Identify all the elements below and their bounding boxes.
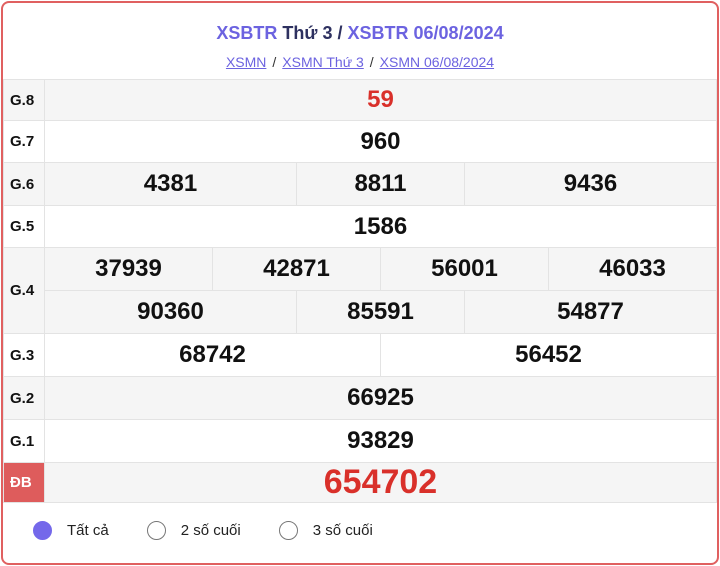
breadcrumb-xsmn-day[interactable]: XSMN Thứ 3 [282, 54, 364, 70]
prize-label: G.4 [3, 247, 45, 334]
prize-label: G.7 [3, 120, 45, 163]
prize-label: G.1 [3, 419, 45, 463]
prize-label: G.5 [3, 205, 45, 248]
prize-label: G.3 [3, 333, 45, 377]
radio-icon[interactable] [278, 521, 298, 540]
option-label: Tất cả [67, 522, 109, 539]
prize-value: 42871 [212, 247, 381, 291]
breadcrumb-xsmn[interactable]: XSMN [225, 54, 267, 70]
prize-label: G.6 [3, 162, 45, 206]
breadcrumb-xsmn-date[interactable]: XSMN 06/08/2024 [379, 54, 495, 70]
title-day: Thứ 3 [282, 23, 333, 43]
prize-row-g1: G.1 93829 [3, 419, 717, 463]
display-options: Tất cả 2 số cuối 3 số cuối [33, 521, 411, 540]
prize-value: 37939 [44, 247, 213, 291]
option-label: 2 số cuối [180, 522, 241, 539]
prize-row-g4: G.4 37939 42871 56001 46033 [3, 247, 717, 334]
results-table: G.8 59 G.7 960 G.6 4381 8811 9436 G.5 1586 G.4… [3, 79, 717, 503]
option-all[interactable]: Tất cả [33, 521, 109, 540]
prize-value: 4381 [44, 162, 297, 206]
prize-label: G.8 [3, 79, 45, 121]
prize-row-g6: G.6 4381 8811 9436 [3, 162, 717, 206]
prize-label: ĐB [3, 462, 45, 503]
prize-value: 90360 [44, 290, 297, 334]
breadcrumb: XSMN / XSMN Thứ 3/XSMN 06/08/2024 [225, 54, 495, 70]
prize-row-g3: G.3 68742 56452 [3, 333, 717, 377]
prize-value: 960 [44, 120, 717, 163]
prize-value: 54877 [464, 290, 717, 334]
prize-value: 9436 [464, 162, 717, 206]
option-last-3[interactable]: 3 số cuối [278, 521, 373, 540]
title-province[interactable]: XSBTR [216, 23, 278, 43]
prize-value: 56001 [380, 247, 549, 291]
page-title: XSBTR Thứ 3 / XSBTR 06/08/2024 [3, 23, 717, 44]
prize-value: 85591 [296, 290, 465, 334]
title-separator: / [337, 23, 343, 43]
prize-row-g4b: 90360 85591 54877 [4, 290, 717, 334]
prize-value: 56452 [380, 333, 717, 377]
special-prize-value: 654702 [44, 462, 717, 503]
prize-row-special: ĐB 654702 [3, 462, 717, 503]
prize-label: G.2 [3, 376, 45, 420]
prize-value: 46033 [548, 247, 717, 291]
prize-row-g5: G.5 1586 [3, 205, 717, 248]
option-label: 3 số cuối [312, 522, 373, 539]
prize-value: 1586 [44, 205, 717, 248]
radio-icon[interactable] [146, 521, 166, 540]
prize-row-g8: G.8 59 [3, 79, 717, 121]
option-last-2[interactable]: 2 số cuối [146, 521, 241, 540]
prize-value: 8811 [296, 162, 465, 206]
title-date[interactable]: XSBTR 06/08/2024 [347, 23, 504, 43]
radio-checked-icon[interactable] [33, 521, 52, 540]
prize-value: 66925 [44, 376, 717, 420]
prize-value: 59 [44, 79, 717, 121]
prize-row-g7: G.7 960 [3, 120, 717, 163]
prize-row-g2: G.2 66925 [3, 376, 717, 420]
prize-value: 93829 [44, 419, 717, 463]
prize-value: 68742 [44, 333, 381, 377]
